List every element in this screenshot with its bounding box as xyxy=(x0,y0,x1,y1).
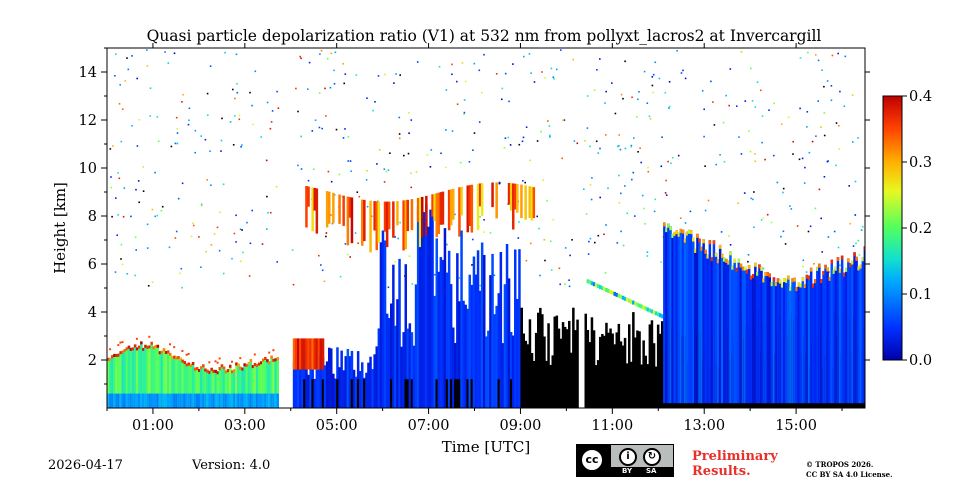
share-alike-icon: ↻ xyxy=(643,448,661,466)
version-label: Version: 4.0 xyxy=(192,458,271,473)
license-badge: cc i ↻ BY SA xyxy=(576,444,674,477)
x-tick-label: 11:00 xyxy=(591,418,633,434)
y-tick-label: 12 xyxy=(79,113,97,129)
plot-frame xyxy=(106,47,866,409)
colorbar-tick-label: 0.2 xyxy=(909,221,932,237)
x-tick-label: 07:00 xyxy=(408,418,450,434)
y-tick-label: 14 xyxy=(79,65,97,81)
axes: 01:00 03:00 05:00 07:00 09:00 11:00 13:00 15:00… xyxy=(79,43,870,434)
x-axis-label: Time [UTC] xyxy=(442,438,531,456)
x-tick-label: 13:00 xyxy=(683,418,725,434)
x-tick-label: 03:00 xyxy=(224,418,266,434)
chart-title: Quasi particle depolarization ratio (V1)… xyxy=(147,27,822,45)
y-tick-label: 8 xyxy=(88,209,97,225)
colorbar-tick-label: 0.0 xyxy=(909,353,932,369)
license-sa-label: SA xyxy=(646,467,657,475)
colorbar-tick-label: 0.4 xyxy=(909,89,932,105)
y-tick-label: 4 xyxy=(88,305,97,321)
y-tick-label: 10 xyxy=(79,161,97,177)
y-tick-label: 6 xyxy=(88,257,97,273)
heatmap xyxy=(107,49,865,408)
preliminary-results-note: Preliminary Results. xyxy=(692,449,778,479)
colorbar-tick-label: 0.3 xyxy=(909,155,932,171)
x-tick-label: 15:00 xyxy=(775,418,817,434)
license-strip xyxy=(611,467,673,476)
colorbar xyxy=(882,95,903,361)
x-tick-label: 05:00 xyxy=(316,418,358,434)
colorbar-ticks: 0.0 0.1 0.2 0.3 0.4 xyxy=(902,89,932,369)
attribution-icon: i xyxy=(619,448,637,466)
date-label: 2026-04-17 xyxy=(48,458,123,473)
x-tick-label: 09:00 xyxy=(500,418,542,434)
creative-commons-icon: cc xyxy=(580,448,604,472)
y-axis-label: Height [km] xyxy=(51,182,69,274)
license-by-label: BY xyxy=(622,467,633,475)
y-tick-label: 2 xyxy=(88,353,97,369)
x-tick-label: 01:00 xyxy=(132,418,174,434)
copyright-note: © TROPOS 2026. CC BY SA 4.0 License. xyxy=(806,460,893,479)
colorbar-tick-label: 0.1 xyxy=(909,287,932,303)
